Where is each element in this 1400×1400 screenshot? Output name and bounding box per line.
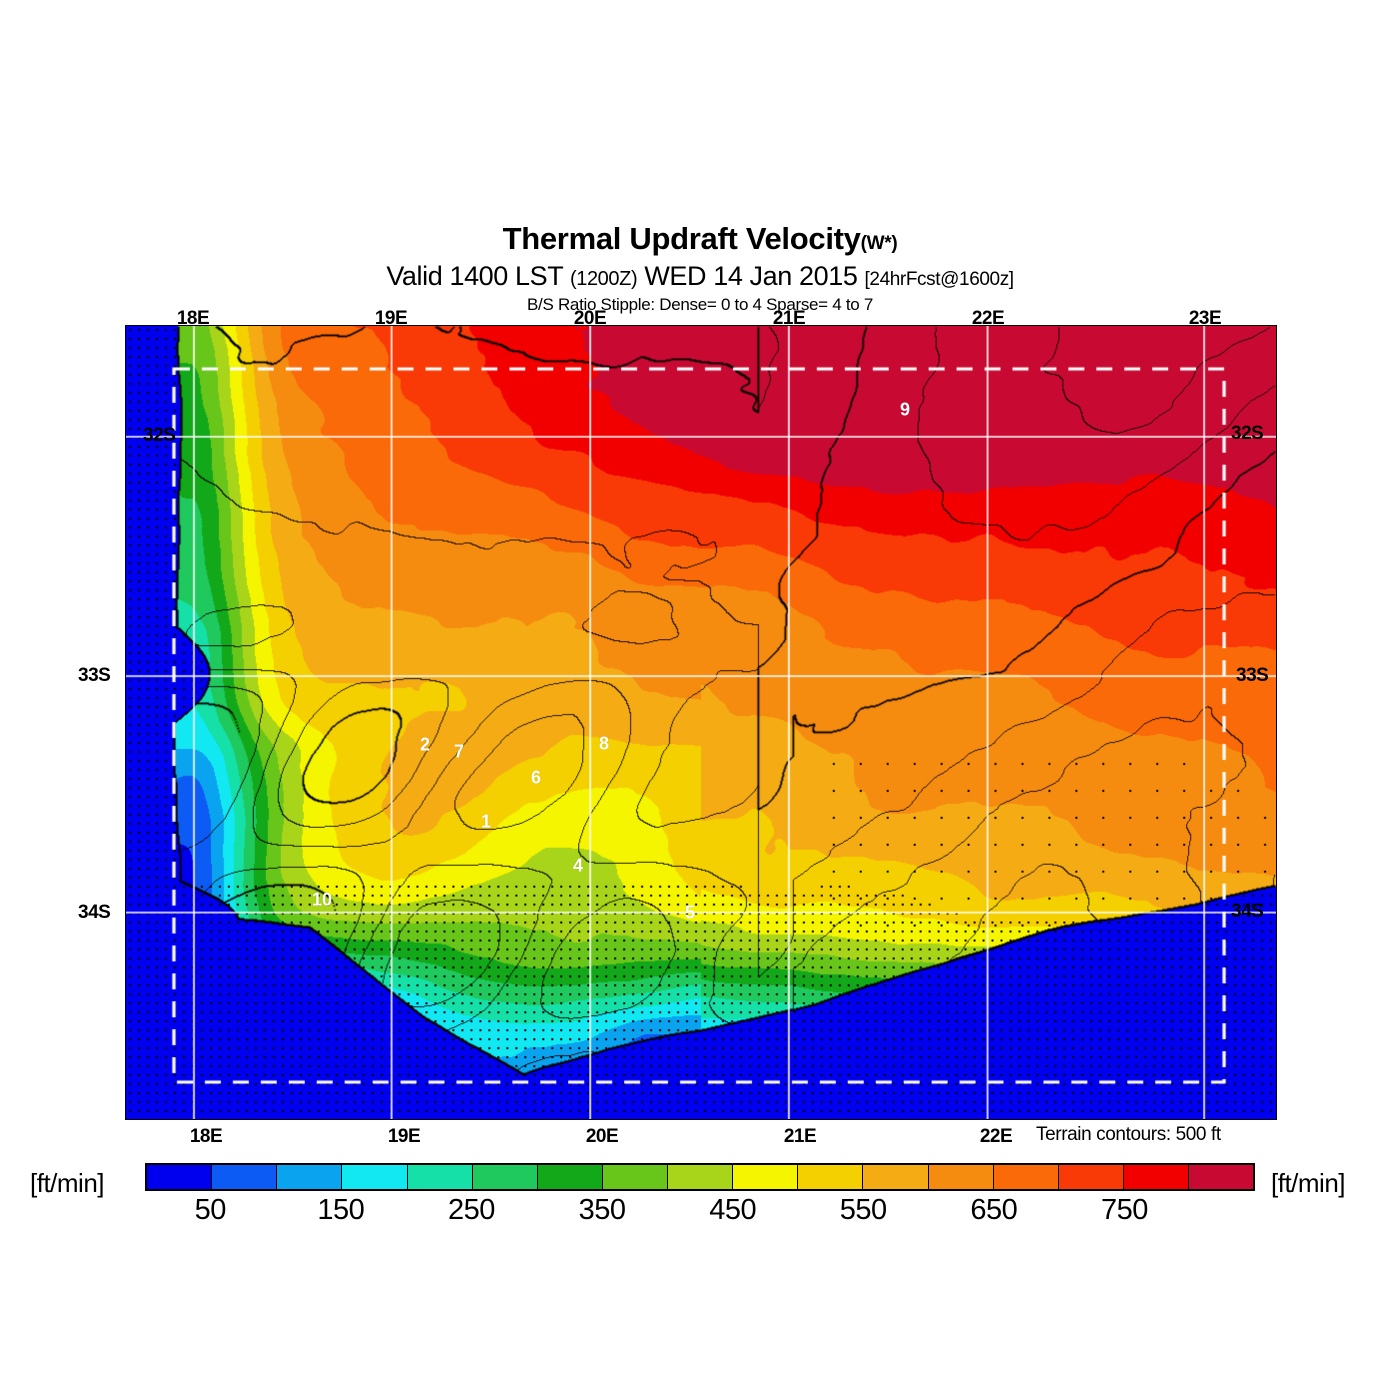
map-raster	[126, 326, 1276, 1119]
colorbar-units-left: [ft/min]	[30, 1168, 105, 1198]
colorbar-swatch-3	[342, 1165, 408, 1189]
colorbar[interactable]	[145, 1163, 1255, 1191]
colorbar-swatch-13	[993, 1165, 1059, 1189]
axis-label-lon-bottom-4: 22E	[979, 1126, 1013, 1147]
colorbar-swatch-15	[1123, 1165, 1189, 1189]
valid-zulu: (1200Z)	[569, 268, 638, 290]
colorbar-swatch-6	[537, 1165, 603, 1189]
colorbar-swatch-0	[147, 1165, 213, 1189]
map-marker-2: 2	[419, 734, 431, 755]
colorbar-swatch-10	[798, 1165, 864, 1189]
map-marker-4: 4	[572, 855, 584, 876]
map-marker-5: 5	[684, 902, 696, 923]
colorbar-tick-250: 250	[448, 1194, 495, 1226]
terrain-contour-note: Terrain contours: 500 ft	[1036, 1124, 1221, 1145]
colorbar-swatch-5	[472, 1165, 538, 1189]
map-marker-6: 6	[530, 767, 542, 788]
colorbar-swatch-8	[668, 1165, 734, 1189]
colorbar-tick-750: 750	[1100, 1194, 1148, 1226]
colorbar-tick-350: 350	[578, 1194, 626, 1226]
colorbar-swatch-2	[277, 1165, 343, 1189]
axis-label-lon-bottom-2: 20E	[585, 1126, 619, 1147]
colorbar-swatch-1	[212, 1165, 278, 1189]
axis-label-lon-top-1: 19E	[374, 308, 408, 329]
title-block: Thermal Updraft Velocity(W*) Valid 1400 …	[0, 222, 1400, 315]
map-marker-7: 7	[453, 741, 465, 762]
axis-label-lon-top-5: 23E	[1188, 308, 1222, 329]
axis-label-lat-right-2: 34S	[1231, 901, 1264, 922]
axis-label-lat-right-1: 33S	[1236, 665, 1269, 686]
colorbar-swatch-4	[407, 1165, 473, 1189]
colorbar-tick-650: 650	[970, 1194, 1018, 1226]
colorbar-swatch-9	[733, 1165, 799, 1189]
map-marker-10: 10	[311, 889, 333, 910]
valid-forecast-tag: [24hrFcst@1600z]	[864, 269, 1015, 290]
map-marker-1: 1	[480, 811, 492, 832]
axis-label-lat-left-1: 33S	[78, 665, 111, 686]
colorbar-tick-550: 550	[839, 1194, 887, 1226]
stipple-legend-note: B/S Ratio Stipple: Dense= 0 to 4 Sparse=…	[527, 295, 873, 314]
valid-time-line: Valid 1400 LST (1200Z) WED 14 Jan 2015 […	[0, 261, 1400, 295]
valid-day: WED 14 Jan 2015	[644, 261, 858, 291]
colorbar-swatch-14	[1058, 1165, 1124, 1189]
axis-label-lat-left-2: 34S	[78, 902, 111, 923]
map-marker-9: 9	[899, 399, 911, 420]
colorbar-tick-150: 150	[317, 1194, 365, 1226]
title-main-subscript: (W*)	[860, 233, 898, 254]
title-main-text: Thermal Updraft Velocity	[502, 221, 861, 256]
forecast-map[interactable]	[125, 325, 1277, 1120]
axis-label-lon-top-4: 22E	[971, 308, 1005, 329]
colorbar-units-right: [ft/min]	[1271, 1168, 1346, 1198]
map-marker-8: 8	[598, 733, 610, 754]
valid-prefix: Valid 1400 LST	[386, 261, 563, 291]
axis-label-lon-bottom-3: 21E	[783, 1126, 817, 1147]
colorbar-swatch-11	[863, 1165, 929, 1189]
colorbar-tick-50: 50	[194, 1194, 227, 1226]
axis-label-lat-right-0: 32S	[1231, 423, 1264, 444]
axis-label-lon-bottom-1: 19E	[387, 1126, 421, 1147]
colorbar-tick-450: 450	[709, 1194, 757, 1226]
axis-label-lon-bottom-0: 18E	[189, 1126, 223, 1147]
axis-label-lon-top-0: 18E	[176, 308, 210, 329]
page-title: Thermal Updraft Velocity(W*)	[0, 222, 1400, 261]
axis-label-lon-top-2: 20E	[573, 308, 607, 329]
colorbar-swatch-16	[1189, 1165, 1254, 1189]
colorbar-swatch-7	[602, 1165, 668, 1189]
colorbar-swatch-12	[928, 1165, 994, 1189]
axis-label-lat-left-0: 32S	[143, 425, 176, 446]
axis-label-lon-top-3: 21E	[772, 308, 806, 329]
